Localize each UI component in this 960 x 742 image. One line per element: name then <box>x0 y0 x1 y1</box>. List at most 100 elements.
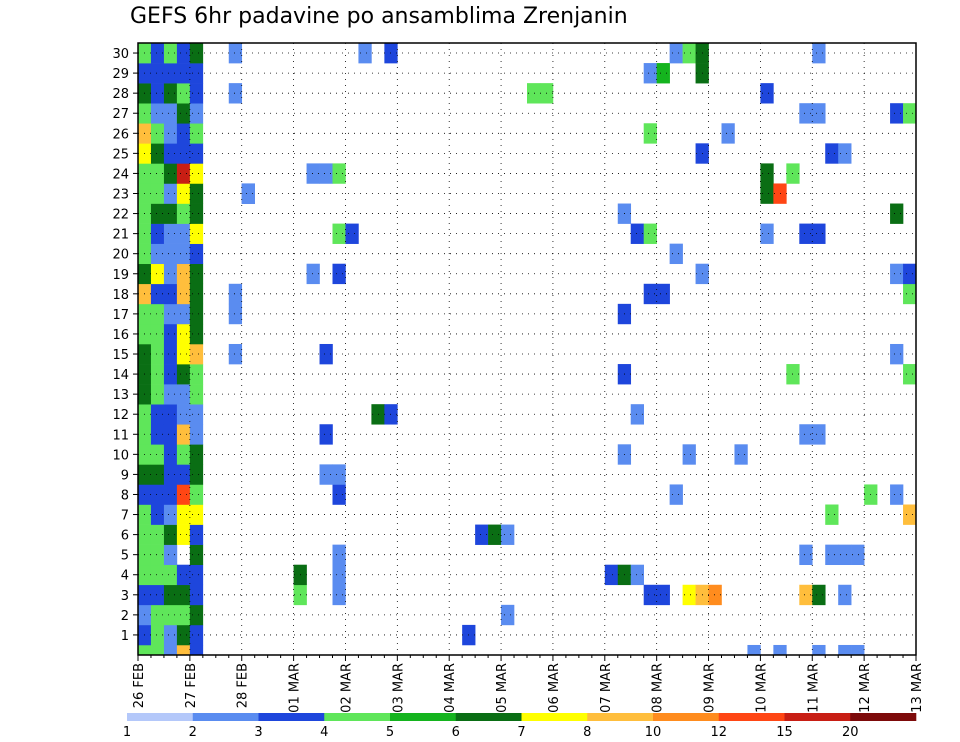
y-tick-label: 14 <box>112 368 129 383</box>
heatmap-cell <box>319 464 333 485</box>
heatmap-cell <box>682 444 696 465</box>
heatmap-cell <box>163 263 178 285</box>
heatmap-cell <box>332 163 346 184</box>
heatmap-cell <box>332 263 346 285</box>
heatmap-cell <box>189 63 204 84</box>
heatmap-cell <box>189 323 204 345</box>
heatmap-cell <box>475 524 489 545</box>
heatmap-cell <box>630 223 644 244</box>
heatmap-cell <box>306 263 320 285</box>
heatmap-cell <box>747 644 761 656</box>
legend-label: 8 <box>583 725 591 740</box>
heatmap-cell <box>176 43 191 64</box>
heatmap-cell <box>189 404 204 425</box>
heatmap-cell <box>150 384 165 405</box>
heatmap-cell <box>760 183 774 204</box>
heatmap-cell <box>163 43 178 64</box>
x-tick-label: 08 MAR <box>651 663 666 713</box>
heatmap-cell <box>189 544 204 566</box>
heatmap-cell <box>760 83 774 104</box>
heatmap-cell <box>150 464 165 485</box>
heatmap-cell <box>150 584 165 606</box>
heatmap-cell <box>163 83 178 104</box>
x-tick-label: 13 MAR <box>910 663 925 713</box>
legend-label: 3 <box>254 725 262 740</box>
y-tick-label: 1 <box>121 629 129 644</box>
heatmap-cell <box>656 63 670 84</box>
heatmap-cell <box>799 103 813 124</box>
heatmap-cell <box>150 323 165 345</box>
heatmap-cell <box>332 544 346 566</box>
heatmap-cell <box>189 624 204 646</box>
heatmap-cell <box>189 343 204 365</box>
heatmap-cell <box>812 584 826 606</box>
heatmap-cell <box>838 544 852 566</box>
heatmap-cell <box>812 644 826 656</box>
heatmap-cell <box>163 343 178 365</box>
heatmap-cell <box>163 143 178 164</box>
heatmap-cell <box>176 424 191 445</box>
x-tick-label: 01 MAR <box>288 663 303 713</box>
heatmap-cell <box>163 644 178 656</box>
heatmap-cell <box>189 183 204 204</box>
heatmap-cell <box>163 123 178 144</box>
y-tick-label: 28 <box>112 87 129 102</box>
legend-swatch <box>521 713 588 721</box>
heatmap-cell <box>812 223 826 244</box>
heatmap-cell <box>176 404 191 425</box>
heatmap-cell <box>176 364 191 385</box>
heatmap-cell <box>176 444 191 465</box>
heatmap-cell <box>150 303 165 325</box>
heatmap-cell <box>189 263 204 285</box>
heatmap-cell <box>163 484 178 505</box>
heatmap-cell <box>643 223 657 244</box>
heatmap-cell <box>189 644 204 656</box>
x-tick-label: 11 MAR <box>806 663 821 713</box>
heatmap-cell <box>604 564 619 586</box>
heatmap-cell <box>189 203 204 224</box>
heatmap-cell <box>825 143 839 164</box>
heatmap-cell <box>799 223 813 244</box>
heatmap-cell <box>163 384 178 405</box>
heatmap-cell <box>656 584 670 606</box>
y-tick-label: 11 <box>112 428 129 443</box>
heatmap-cell <box>163 564 178 586</box>
heatmap-cell <box>176 464 191 485</box>
x-tick-label: 28 FEB <box>236 663 251 708</box>
x-tick-label: 27 FEB <box>184 663 199 708</box>
x-tick-label: 04 MAR <box>443 663 458 713</box>
heatmap-cell <box>825 544 839 566</box>
legend-swatch <box>850 713 917 721</box>
x-tick-label: 06 MAR <box>547 663 562 713</box>
legend-label: 15 <box>776 725 793 740</box>
heatmap-cell <box>189 424 204 445</box>
y-tick-label: 5 <box>121 549 129 564</box>
heatmap-cell <box>643 283 657 305</box>
heatmap-cell <box>851 544 865 566</box>
heatmap-cell <box>825 504 839 525</box>
heatmap-cell <box>630 404 644 425</box>
heatmap-cell <box>176 343 191 365</box>
heatmap-cell <box>682 584 696 606</box>
heatmap-cell <box>851 644 865 656</box>
heatmap-cell <box>189 604 204 626</box>
heatmap-cell <box>682 43 696 64</box>
heatmap-cell <box>189 384 204 405</box>
y-tick-label: 15 <box>112 348 129 363</box>
heatmap-cell <box>890 203 904 224</box>
heatmap-cell <box>656 283 670 305</box>
legend-label: 2 <box>189 725 197 740</box>
y-tick-label: 16 <box>112 328 129 343</box>
x-axis: 26 FEB 27 FEB 28 FEB 01 MAR 02 MAR 03 MAR 04 M… <box>132 655 925 713</box>
heatmap-cell <box>176 283 191 305</box>
heatmap-cell <box>163 504 178 525</box>
legend-swatch <box>390 713 457 721</box>
heatmap-cell <box>319 424 333 445</box>
heatmap-cell <box>163 283 178 305</box>
y-tick-label: 19 <box>112 268 129 283</box>
heatmap-cell <box>189 564 204 586</box>
heatmap-cell <box>150 544 165 566</box>
heatmap-cell <box>150 103 165 124</box>
heatmap-cell <box>163 243 178 265</box>
